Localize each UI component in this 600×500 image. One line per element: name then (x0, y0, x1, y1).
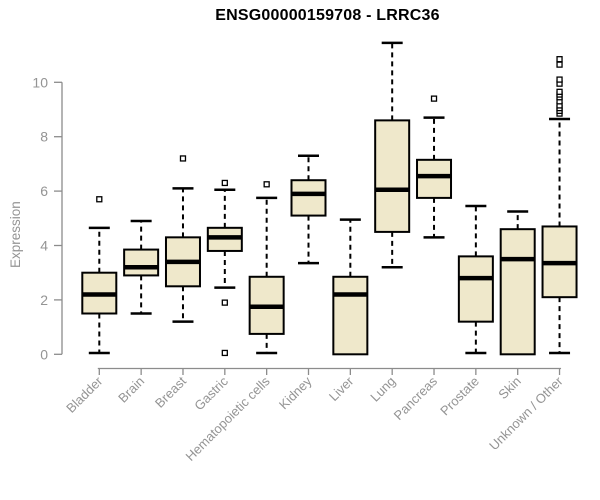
x-tick-label-kidney: Kidney (276, 373, 315, 412)
iqr-box (499, 228, 536, 356)
iqr-box (374, 119, 411, 233)
x-tick-label-breast: Breast (152, 373, 189, 410)
x-tick-label-liver: Liver (326, 373, 357, 404)
boxplot-bladder (81, 196, 118, 355)
x-tick-label-gastric: Gastric (191, 373, 231, 413)
y-tick-label: 4 (40, 238, 48, 254)
y-tick-label: 6 (40, 183, 48, 199)
iqr-box (416, 158, 453, 199)
outlier-point (96, 196, 103, 203)
boxplot-gastric (206, 179, 243, 357)
boxplot-unknown-other (541, 56, 578, 355)
boxplot-kidney (290, 154, 327, 265)
iqr-box (123, 248, 160, 277)
boxplot-hematopoietic-cells (248, 181, 285, 355)
x-tick-label-lung: Lung (367, 374, 398, 405)
boxplot-brain (123, 219, 160, 315)
y-tick-label: 2 (40, 292, 48, 308)
boxplot-lung (374, 41, 411, 269)
chart-title: ENSG00000159708 - LRRC36 (215, 7, 440, 24)
outlier-point (556, 61, 563, 68)
outlier-point (556, 56, 563, 63)
outlier-point (556, 76, 563, 83)
iqr-box (290, 179, 327, 217)
boxplot-prostate (457, 204, 494, 355)
iqr-box (457, 255, 494, 323)
outlier-point (430, 95, 438, 102)
outlier-point (179, 155, 187, 162)
y-tick-label: 10 (32, 74, 48, 90)
x-tick-label-brain: Brain (115, 374, 147, 406)
outlier-point (556, 88, 563, 95)
outlier-point (221, 349, 228, 357)
y-axis: 0 2 4 6 8 10 (32, 74, 63, 362)
iqr-box (332, 275, 369, 356)
outlier-point (263, 181, 270, 188)
x-tick-label-bladder: Bladder (63, 373, 106, 416)
y-tick-label: 8 (40, 129, 48, 145)
x-tick-label-prostate: Prostate (437, 374, 482, 419)
boxplot-skin (499, 210, 536, 356)
x-tick-label-unknown-other: Unknown / Other (486, 373, 566, 453)
x-tick-label-pancreas: Pancreas (391, 373, 441, 423)
x-tick-label-skin: Skin (495, 374, 523, 402)
boxplot-pancreas (416, 95, 453, 239)
y-tick-label: 0 (40, 346, 48, 362)
outlier-point (221, 179, 228, 187)
boxplot-breast (164, 155, 201, 323)
boxplot-liver (332, 218, 369, 356)
outlier-point (221, 299, 228, 306)
